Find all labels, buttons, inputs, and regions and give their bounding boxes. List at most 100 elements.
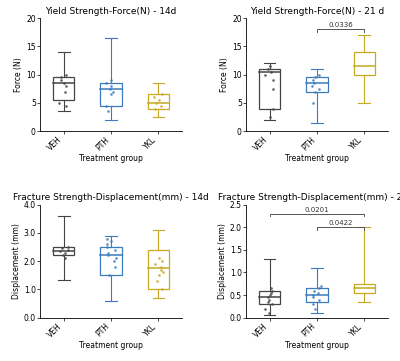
Title: Fracture Strength-Displacement(mm) - 14d: Fracture Strength-Displacement(mm) - 14d [13,193,209,203]
Y-axis label: Force (N): Force (N) [220,57,229,92]
Point [112,256,119,261]
FancyBboxPatch shape [354,52,375,75]
Text: 0.0422: 0.0422 [328,220,353,226]
FancyBboxPatch shape [53,77,74,100]
FancyBboxPatch shape [259,291,280,304]
Point [315,286,322,291]
Point [266,310,272,316]
Point [104,236,110,242]
Point [315,72,322,78]
Point [63,103,70,109]
Point [268,290,274,296]
Point [270,86,276,92]
Point [62,250,68,256]
Point [56,100,62,106]
Text: 0.0201: 0.0201 [305,207,329,213]
FancyBboxPatch shape [53,247,74,256]
Point [108,77,114,83]
Point [269,288,276,293]
Point [65,247,71,253]
Point [309,83,316,89]
Point [107,86,114,92]
Y-axis label: Displacement (mm): Displacement (mm) [12,223,21,299]
Point [110,89,116,95]
Point [267,292,273,298]
Point [267,63,273,69]
FancyBboxPatch shape [306,288,328,302]
Point [156,97,162,103]
Point [318,283,324,289]
Point [104,250,111,256]
Point [270,106,276,112]
Text: 0.0336: 0.0336 [328,22,353,29]
Point [158,267,164,273]
Point [159,258,166,264]
Point [312,89,318,95]
FancyBboxPatch shape [354,284,375,293]
Point [159,91,166,97]
Point [310,295,316,300]
Point [58,77,64,83]
Point [57,248,64,254]
FancyBboxPatch shape [100,83,122,106]
Point [264,299,271,305]
Point [262,72,268,78]
Point [268,286,274,291]
Point [315,290,321,296]
Point [266,297,272,303]
Point [158,287,165,292]
Point [112,247,118,253]
Point [110,258,117,264]
FancyBboxPatch shape [148,250,169,290]
Point [63,72,69,78]
Y-axis label: Force (N): Force (N) [14,57,24,92]
Point [150,94,157,100]
Point [268,69,275,75]
Point [156,256,163,261]
Point [269,301,276,307]
X-axis label: Treatment group: Treatment group [285,154,349,163]
Point [158,103,164,109]
Point [58,74,64,80]
Point [156,273,162,278]
Point [106,273,112,278]
Title: Yield Strength-Force(N) - 14d: Yield Strength-Force(N) - 14d [45,7,177,16]
Point [310,301,316,307]
Title: Fracture Strength-Displacement(mm) - 21 d: Fracture Strength-Displacement(mm) - 21 … [218,193,400,203]
Point [158,264,164,270]
Point [153,100,159,106]
Point [270,77,276,83]
FancyBboxPatch shape [306,77,328,92]
FancyBboxPatch shape [148,94,169,109]
Point [151,261,158,267]
Point [265,66,272,72]
Point [264,295,271,300]
Point [62,89,68,95]
X-axis label: Treatment group: Treatment group [285,341,349,350]
Point [108,83,114,89]
Point [104,244,110,250]
Point [310,77,316,83]
Point [59,253,66,258]
Point [311,288,317,293]
Point [267,114,274,120]
X-axis label: Treatment group: Treatment group [79,341,143,350]
Point [59,245,66,251]
FancyBboxPatch shape [100,247,122,275]
Point [60,80,67,86]
Point [154,278,160,284]
Title: Yield Strength-Force(N) - 21 d: Yield Strength-Force(N) - 21 d [250,7,384,16]
Point [103,80,110,86]
Point [312,306,318,312]
Point [105,253,112,258]
Point [262,306,269,312]
Point [63,83,69,89]
Point [316,86,322,92]
Point [108,239,115,244]
X-axis label: Treatment group: Treatment group [79,154,143,163]
Point [311,80,317,86]
Point [112,264,118,270]
Point [105,108,111,114]
Point [160,270,166,275]
Point [65,244,72,250]
